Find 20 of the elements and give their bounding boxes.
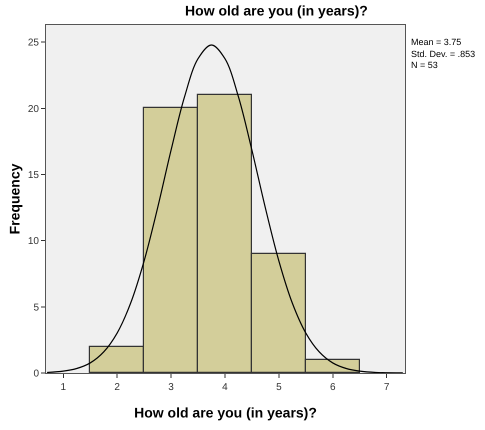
y-tick-label: 15 (28, 170, 40, 182)
chart-title: How old are you (in years)? (185, 2, 368, 19)
y-axis-title: Frequency (6, 163, 22, 234)
x-tick-label: 7 (384, 382, 390, 393)
y-tick-label: 20 (28, 104, 40, 115)
y-tick-label: 0 (33, 368, 40, 380)
y-tick-label: 10 (28, 236, 40, 248)
x-tick-label: 6 (330, 382, 336, 393)
x-tick-label: 1 (60, 382, 66, 393)
x-tick-label: 4 (222, 382, 228, 393)
text: Mean = 3.75 (411, 37, 462, 47)
x-tick-label: 5 (276, 382, 282, 393)
y-tick-label: 25 (28, 38, 40, 49)
line-series (46, 44, 404, 373)
x-axis-title: How old are you (in years)? (134, 404, 317, 420)
text: N = 53 (411, 60, 438, 70)
text: Std. Dev. = .853 (411, 49, 476, 59)
y-tick-label: 5 (33, 302, 40, 314)
x-tick-label: 3 (168, 382, 174, 393)
x-tick-label: 2 (114, 382, 120, 393)
